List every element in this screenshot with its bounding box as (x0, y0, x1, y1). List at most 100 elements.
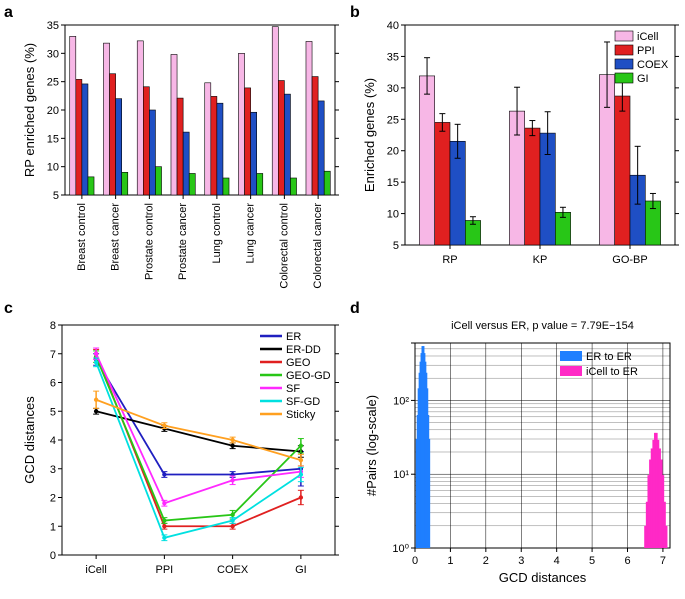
bar-a-GI (88, 177, 94, 195)
panel-d: iCell versus ER, p value = 7.79E−15410⁰1… (360, 315, 680, 590)
svg-text:4: 4 (50, 435, 56, 447)
legend-label-d-0: ER to ER (586, 351, 632, 363)
bar-a-GI (189, 173, 195, 195)
svg-text:5: 5 (393, 240, 399, 252)
hist-er-to-er (428, 439, 430, 548)
legend-swatch-iCell (615, 31, 633, 41)
bar-a-PPI (110, 74, 116, 195)
legend-label-d-1: iCell to ER (586, 366, 638, 378)
legend-swatch-COEX (615, 59, 633, 69)
legend-label-ER: ER (286, 331, 301, 343)
legend-swatch-d-1 (560, 366, 582, 376)
svg-text:0: 0 (50, 550, 56, 562)
panel-a: 5101520253035RP enriched genes (%)Breast… (20, 15, 340, 290)
bar-a-iCell (205, 83, 211, 195)
legend-label-GEO-GD: GEO-GD (286, 370, 331, 382)
svg-text:Breast cancer: Breast cancer (110, 203, 122, 271)
svg-text:#Pairs (log-scale): #Pairs (log-scale) (364, 395, 379, 496)
panel-b: 510152025303540Enriched genes (%)RPKPGO-… (360, 15, 680, 290)
legend-label-COEX: COEX (637, 59, 669, 71)
legend-swatch-PPI (615, 45, 633, 55)
svg-text:5: 5 (50, 406, 56, 418)
bar-a-iCell (103, 43, 109, 195)
svg-text:10: 10 (387, 209, 399, 221)
svg-text:30: 30 (387, 83, 399, 95)
svg-text:3: 3 (518, 555, 524, 567)
svg-text:GI: GI (295, 564, 307, 576)
svg-text:KP: KP (533, 254, 548, 266)
panel-d-label: d (350, 300, 360, 318)
svg-text:Breast control: Breast control (76, 203, 88, 271)
bar-a-COEX (149, 110, 155, 195)
bar-a-COEX (217, 103, 223, 195)
svg-text:6: 6 (624, 555, 630, 567)
svg-text:20: 20 (387, 146, 399, 158)
svg-text:iCell: iCell (85, 564, 106, 576)
bar-a-COEX (318, 101, 324, 195)
svg-text:Prostate cancer: Prostate cancer (177, 203, 189, 280)
bar-a-iCell (238, 53, 244, 195)
bar-b-PPI (435, 122, 450, 245)
bar-a-iCell (137, 41, 143, 195)
svg-text:10²: 10² (393, 395, 409, 407)
svg-text:25: 25 (387, 114, 399, 126)
bar-b-iCell (419, 76, 434, 245)
svg-text:10⁰: 10⁰ (392, 543, 409, 555)
svg-text:10¹: 10¹ (393, 469, 409, 481)
svg-text:20: 20 (47, 105, 59, 117)
svg-text:Colorectal control: Colorectal control (278, 203, 290, 289)
svg-text:7: 7 (660, 555, 666, 567)
svg-text:0: 0 (412, 555, 418, 567)
svg-text:GCD distances: GCD distances (22, 396, 37, 484)
bar-b-PPI (615, 96, 630, 245)
hist-icell-to-er (665, 526, 667, 548)
bar-a-COEX (116, 99, 122, 195)
panel-b-label: b (350, 4, 360, 22)
svg-text:RP: RP (442, 254, 457, 266)
svg-text:4: 4 (554, 555, 560, 567)
svg-text:1: 1 (50, 521, 56, 533)
svg-text:15: 15 (47, 133, 59, 145)
svg-text:40: 40 (387, 20, 399, 32)
svg-text:3: 3 (50, 464, 56, 476)
bar-a-iCell (272, 27, 278, 195)
bar-a-PPI (211, 96, 217, 195)
bar-a-PPI (245, 88, 251, 195)
svg-text:1: 1 (447, 555, 453, 567)
svg-text:5: 5 (589, 555, 595, 567)
svg-text:2: 2 (50, 493, 56, 505)
legend-swatch-GI (615, 73, 633, 83)
svg-text:8: 8 (50, 320, 56, 332)
panel-a-label: a (4, 4, 13, 22)
bar-a-PPI (76, 79, 82, 195)
svg-text:25: 25 (47, 77, 59, 89)
legend-label-GEO: GEO (286, 357, 311, 369)
bar-a-COEX (251, 112, 257, 195)
bar-a-iCell (70, 36, 76, 195)
svg-text:GCD distances: GCD distances (499, 570, 587, 585)
svg-text:GO-BP: GO-BP (612, 254, 647, 266)
bar-b-PPI (525, 128, 540, 245)
legend-label-GI: GI (637, 73, 649, 85)
svg-text:7: 7 (50, 349, 56, 361)
svg-text:PPI: PPI (156, 564, 174, 576)
svg-text:30: 30 (47, 48, 59, 60)
bar-a-GI (223, 178, 229, 195)
svg-text:Lung cancer: Lung cancer (245, 203, 257, 264)
bar-a-GI (257, 173, 263, 195)
legend-label-SF: SF (286, 383, 300, 395)
bar-a-COEX (284, 94, 290, 195)
bar-a-iCell (171, 54, 177, 195)
legend-swatch-d-0 (560, 351, 582, 361)
svg-text:COEX: COEX (217, 564, 249, 576)
bar-a-GI (122, 172, 128, 195)
svg-text:5: 5 (53, 190, 59, 202)
panel-c: 012345678GCD distancesiCellPPICOEXGIERER… (20, 315, 340, 590)
line-ER (96, 360, 301, 475)
svg-text:10: 10 (47, 162, 59, 174)
legend-label-SF-GD: SF-GD (286, 396, 320, 408)
legend-label-PPI: PPI (637, 45, 655, 57)
svg-text:Enriched genes (%): Enriched genes (%) (362, 78, 377, 192)
legend-label-Sticky: Sticky (286, 409, 316, 421)
panel-c-label: c (4, 300, 13, 318)
